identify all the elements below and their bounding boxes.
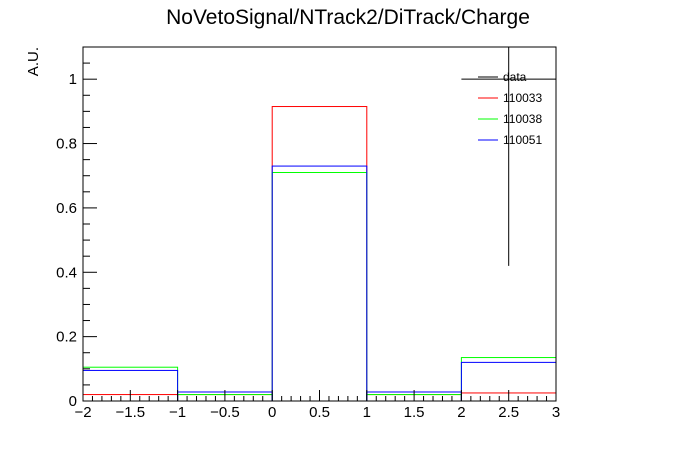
chart-title: NoVetoSignal/NTrack2/DiTrack/Charge: [166, 6, 530, 29]
legend-label: 110038: [503, 112, 542, 126]
x-axis: −2 −1.5 −1 −0.5 0 0.5 1 1.5 2 2.5 3: [74, 390, 560, 421]
legend: data 110033 110038 110051: [478, 70, 542, 147]
histogram-layer: [82, 106, 557, 402]
legend-label: 110051: [503, 133, 542, 147]
x-tick-label: 0: [268, 404, 276, 421]
y-tick-label: 0: [69, 393, 77, 410]
y-axis: 0 0.2 0.4 0.6 0.8 1: [56, 46, 97, 410]
x-tick-label: 2: [457, 404, 465, 421]
legend-label: data: [503, 70, 527, 84]
series-110033: [82, 106, 557, 402]
x-tick-label: −2: [74, 404, 91, 421]
y-tick-label: 0.2: [56, 329, 77, 346]
y-tick-label: 1: [69, 71, 77, 88]
histogram-bin: [271, 172, 368, 402]
y-axis-label: A.U.: [25, 47, 42, 76]
series-110051: [82, 165, 557, 402]
y-tick-label: 0.8: [56, 136, 77, 153]
x-tick-label: −1.5: [115, 404, 145, 421]
x-tick-label: 1: [363, 404, 371, 421]
histogram-bin: [271, 165, 368, 402]
data-point: [461, 47, 556, 266]
x-tick-label: 3: [552, 404, 560, 421]
x-tick-label: 1.5: [404, 404, 425, 421]
series-110038: [82, 172, 557, 402]
x-tick-label: −0.5: [210, 404, 240, 421]
plot-frame: [82, 46, 557, 402]
x-tick-label: −1: [169, 404, 186, 421]
x-tick-label: 2.5: [498, 404, 519, 421]
y-tick-label: 0.6: [56, 200, 77, 217]
data-points-layer: [461, 47, 556, 266]
y-tick-label: 0.4: [56, 264, 77, 281]
legend-label: 110033: [503, 91, 542, 105]
x-tick-label: 0.5: [309, 404, 330, 421]
histogram-bin: [271, 106, 368, 402]
